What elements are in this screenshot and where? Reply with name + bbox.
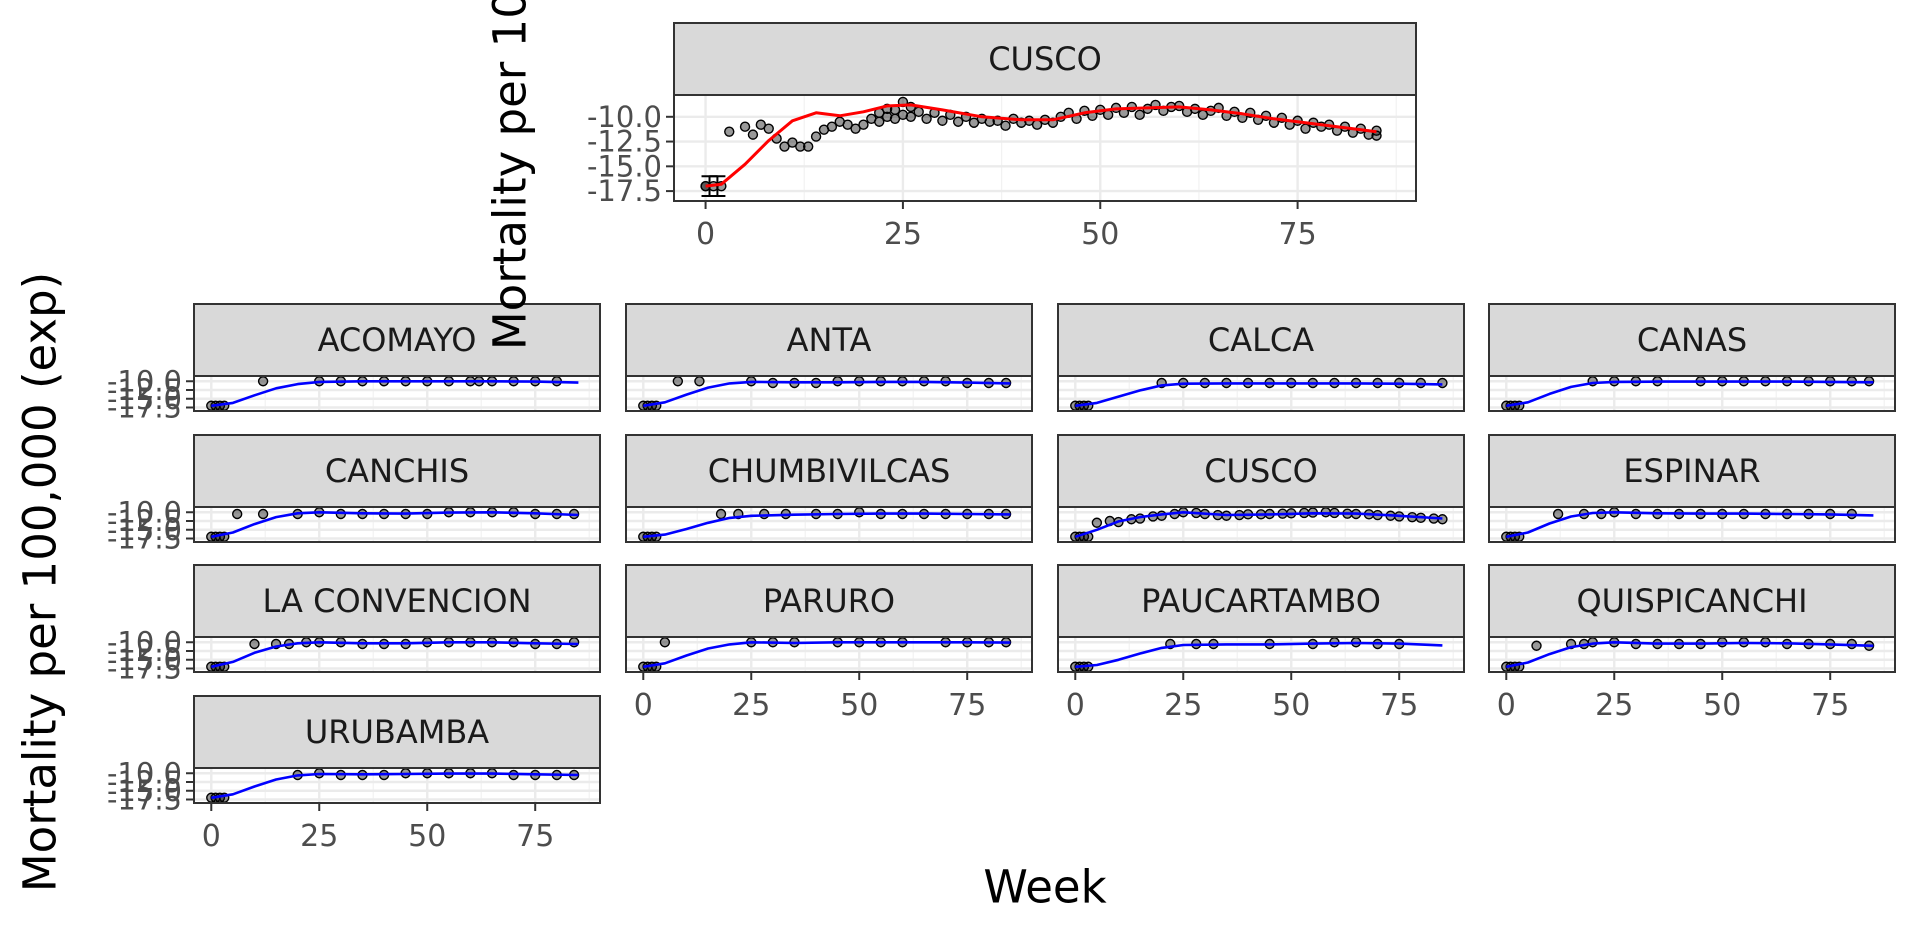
data-point [1554, 510, 1563, 519]
data-point [922, 114, 931, 123]
data-point [1438, 379, 1447, 388]
facet-strip-label: QUISPICANCHI [1576, 582, 1807, 620]
facet-panel: CALCA [1058, 304, 1464, 411]
x-axis-tick-label: 75 [1811, 688, 1849, 723]
x-axis-tick-label: 25 [884, 217, 922, 252]
x-axis-tick-label: 50 [408, 819, 446, 854]
facet-strip-label: ESPINAR [1623, 452, 1760, 490]
facet-strip-label: PARURO [763, 582, 895, 620]
y-axis-tick-label: -17.5 [587, 174, 662, 208]
x-axis-tick-label: 50 [1272, 688, 1310, 723]
facet-grid-x-axis-label: Week [983, 861, 1106, 914]
facet-panel: CANCHIS -10.0-12.5-15.0-17.5 [107, 435, 600, 556]
data-point [859, 120, 868, 129]
facet-panel: ANTA [626, 304, 1032, 411]
facet-strip-label: ACOMAYO [318, 321, 477, 359]
x-axis-tick-label: 25 [732, 688, 770, 723]
data-point [760, 510, 769, 519]
facet-panel: LA CONVENCION-10.0-12.5-15.0-17.5 [107, 565, 600, 686]
facet-panel: CANAS [1489, 304, 1895, 411]
data-point [938, 116, 947, 125]
data-point [741, 122, 750, 131]
data-point [259, 377, 268, 386]
x-axis-tick-label: 25 [1164, 688, 1202, 723]
x-axis-tick-label: 75 [948, 688, 986, 723]
x-axis-tick-label: 0 [1497, 688, 1516, 723]
facet-strip-label: URUBAMBA [305, 713, 489, 751]
top-chart-y-axis-label-text: Mortality per 100,000 (exp) [484, 0, 537, 350]
facet-strip-label: CUSCO [1204, 452, 1318, 490]
x-axis-tick-label: 50 [1081, 217, 1119, 252]
data-point [660, 638, 669, 647]
y-axis-tick-label: -17.5 [107, 783, 182, 817]
data-point [570, 638, 579, 647]
data-point [764, 124, 773, 133]
y-axis-tick-label: -17.5 [107, 522, 182, 556]
data-point [250, 640, 259, 649]
data-point [233, 510, 242, 519]
data-point [1135, 110, 1144, 119]
data-point [1532, 641, 1541, 650]
facet-panel: URUBAMBA-10.0-12.5-15.0-17.50 25 50 75 [107, 696, 600, 854]
facet-panel: CHUMBIVILCAS [626, 435, 1032, 542]
y-axis-tick-label: -17.5 [107, 652, 182, 686]
x-axis-tick-label: 75 [1380, 688, 1418, 723]
x-axis-tick-label: 75 [516, 819, 554, 854]
facet-strip-label: ANTA [787, 321, 872, 359]
data-point [1092, 518, 1101, 527]
data-point [259, 510, 268, 519]
data-point [673, 377, 682, 386]
x-axis-tick-label: 75 [1279, 217, 1317, 252]
x-axis-tick-label: 25 [1595, 688, 1633, 723]
x-axis-tick-label: 0 [202, 819, 221, 854]
x-axis-tick-label: 0 [696, 217, 715, 252]
data-point [914, 107, 923, 116]
facet-strip-label: PAUCARTAMBO [1141, 582, 1381, 620]
facet-panel: CUSCO [1058, 435, 1464, 542]
facet-strip-label: CANCHIS [325, 452, 469, 490]
data-point [717, 510, 726, 519]
data-point [725, 127, 734, 136]
data-point [1301, 124, 1310, 133]
y-axis-tick-label: -17.5 [107, 391, 182, 425]
data-point [812, 132, 821, 141]
facet-panel: ESPINAR [1489, 435, 1895, 542]
x-axis-tick-label: 0 [1066, 688, 1085, 723]
data-point [1001, 121, 1010, 130]
facet-panel: QUISPICANCHI 0 25 50 75 [1489, 565, 1895, 723]
x-axis-tick-label: 50 [1703, 688, 1741, 723]
data-point [804, 142, 813, 151]
data-point [855, 508, 864, 517]
x-axis-tick-label: 0 [634, 688, 653, 723]
facet-strip-label: CANAS [1637, 321, 1747, 359]
facet-strip-label: LA CONVENCION [262, 582, 531, 620]
x-axis-tick-label: 25 [300, 819, 338, 854]
facet-grid-y-axis-label-text: Mortality per 100,000 (exp) [14, 272, 67, 892]
facet-panel: PARURO 0 25 50 75 [626, 565, 1032, 723]
facet-strip-label: CHUMBIVILCAS [708, 452, 951, 490]
facet-strip-label: CALCA [1208, 321, 1314, 359]
facet-panel: CUSCO-10.0-12.5-15.0-17.50 25 50 75 [587, 23, 1416, 252]
data-point [748, 130, 757, 139]
x-axis-tick-label: 50 [840, 688, 878, 723]
facet-strip-label: CUSCO [988, 40, 1102, 78]
facet-panel: PAUCARTAMBO 0 25 50 75 [1058, 565, 1464, 723]
data-point [695, 377, 704, 386]
